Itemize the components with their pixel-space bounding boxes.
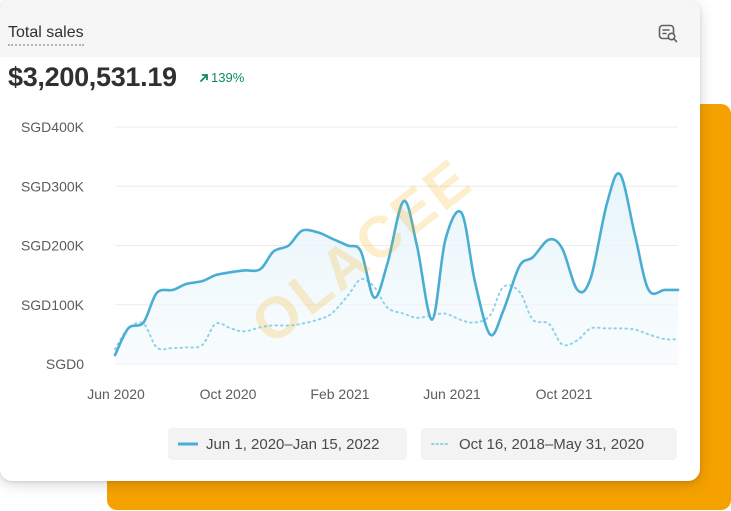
change-badge: 139% xyxy=(199,70,244,85)
solid-line-swatch-icon xyxy=(178,442,198,446)
legend-label-current: Jun 1, 2020–Jan 15, 2022 xyxy=(206,435,380,453)
x-tick-label: Jun 2021 xyxy=(423,386,481,402)
legend-item-current[interactable]: Jun 1, 2020–Jan 15, 2022 xyxy=(168,428,407,460)
card-header xyxy=(0,0,700,57)
card-title[interactable]: Total sales xyxy=(8,24,84,46)
x-tick-label: Oct 2021 xyxy=(536,386,593,402)
sales-line-chart: SGD0 SGD100K SGD200K SGD300K SGD400K Jun 202… xyxy=(21,119,680,402)
legend-label-comparison: Oct 16, 2018–May 31, 2020 xyxy=(459,435,645,453)
total-sales-card: Total sales $3,200,531.19 139% SGD0 SGD10… xyxy=(0,0,700,460)
y-tick-label: SGD400K xyxy=(21,119,85,135)
y-tick-label: SGD200K xyxy=(21,238,85,254)
series-line-current xyxy=(113,172,680,357)
dotted-line-swatch-icon xyxy=(431,443,451,445)
legend-item-comparison[interactable]: Oct 16, 2018–May 31, 2020 xyxy=(421,428,677,460)
series-line-comparison xyxy=(114,278,679,351)
change-percent: 139% xyxy=(211,70,245,85)
arrow-up-right-icon xyxy=(200,74,208,82)
x-tick-label: Oct 2020 xyxy=(200,386,257,402)
chart-search-icon[interactable] xyxy=(657,22,679,44)
y-tick-label: SGD100K xyxy=(21,297,85,313)
total-sales-value: $3,200,531.19 xyxy=(8,62,177,92)
x-tick-label: Feb 2021 xyxy=(310,386,369,402)
x-tick-label: Jun 2020 xyxy=(87,386,145,402)
series-area-current xyxy=(115,173,678,364)
y-tick-label: SGD0 xyxy=(46,356,84,372)
y-tick-label: SGD300K xyxy=(21,178,85,194)
